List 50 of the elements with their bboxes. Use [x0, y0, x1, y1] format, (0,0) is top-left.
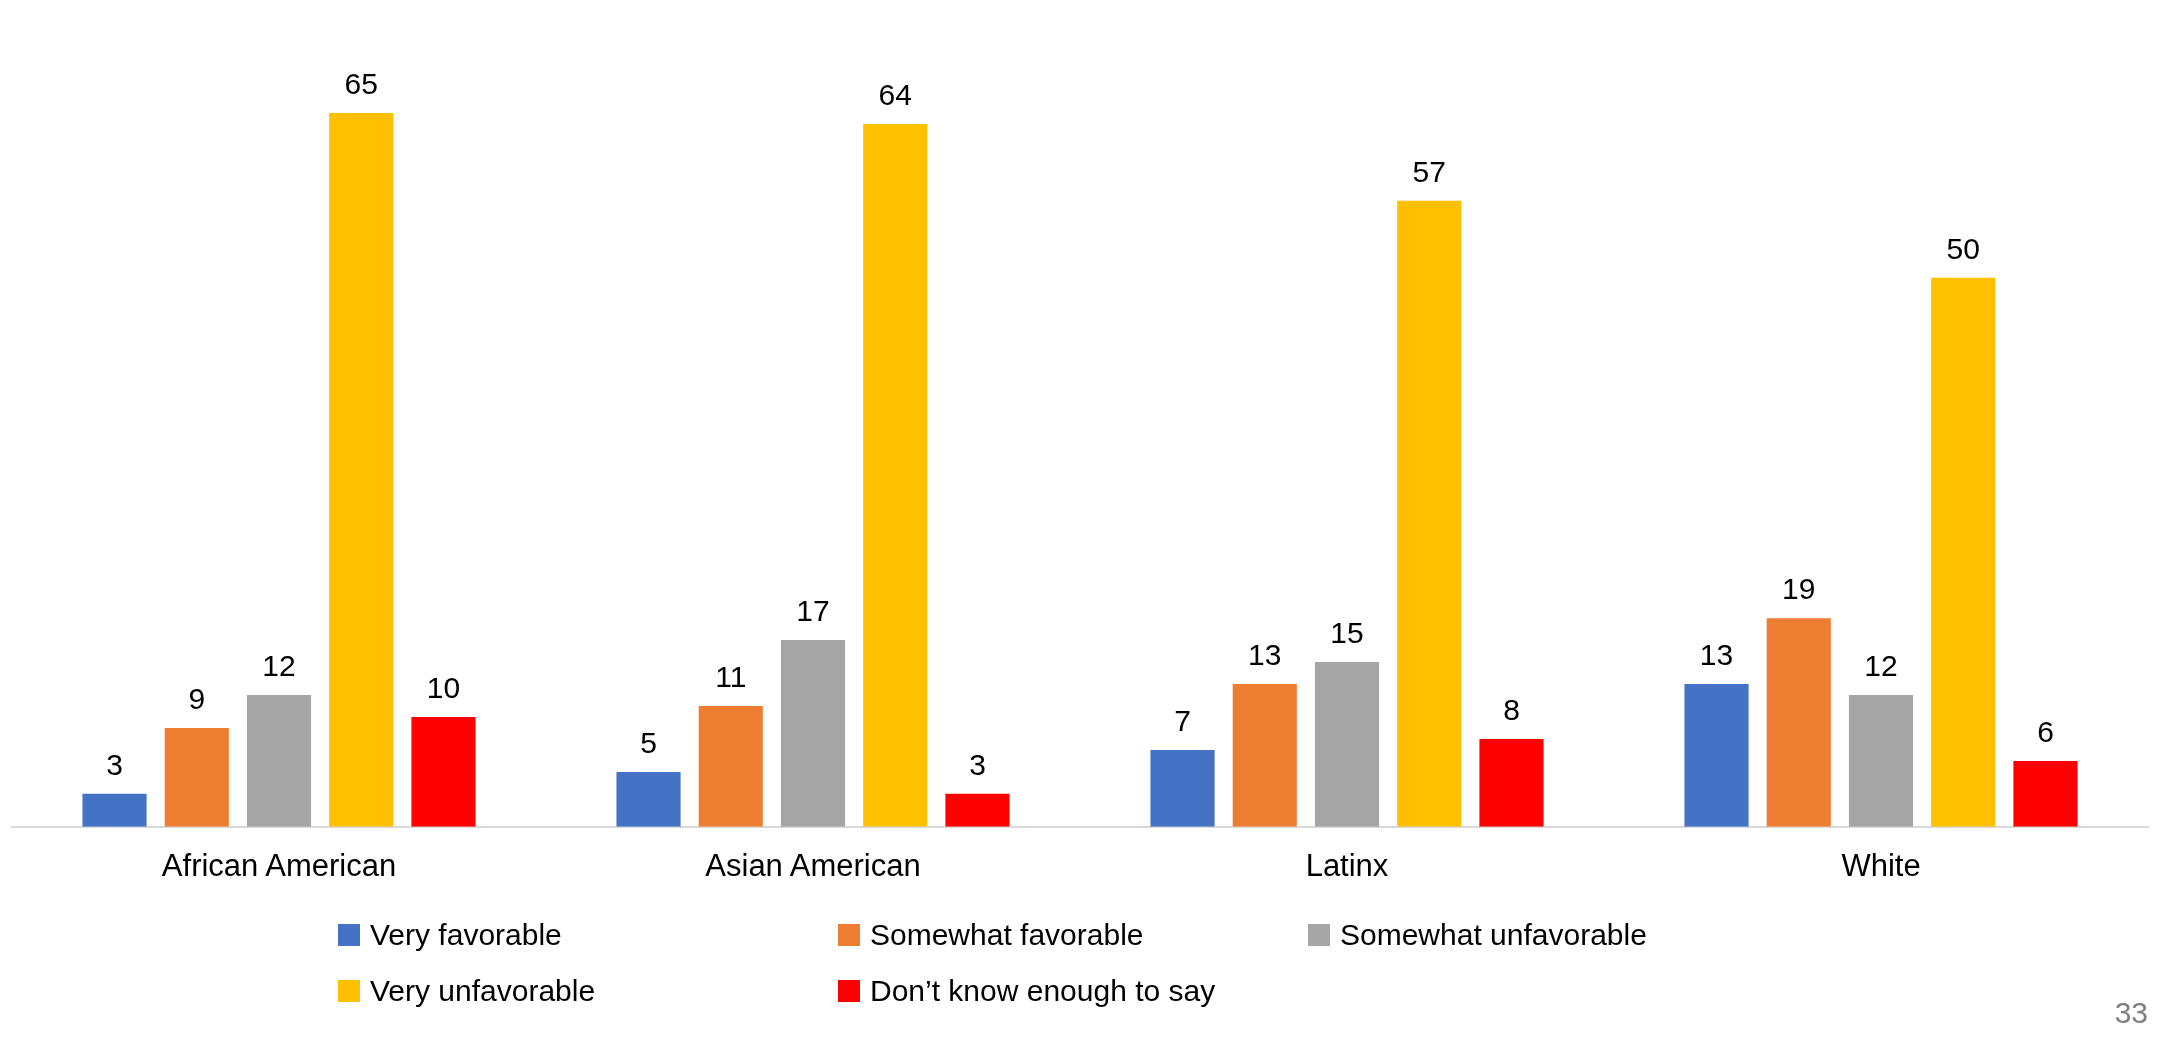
- data-label: 10: [426, 671, 461, 705]
- bar: [1684, 684, 1749, 827]
- data-label: 15: [1330, 616, 1364, 650]
- data-label: 12: [1864, 649, 1898, 683]
- bar: [82, 793, 147, 827]
- text: 33: [2114, 996, 2148, 1030]
- bar: [945, 793, 1010, 827]
- bar: [1314, 662, 1380, 827]
- bar: [411, 716, 476, 827]
- bar: [780, 640, 846, 827]
- data-label: 5: [640, 726, 657, 760]
- data-label: 50: [1946, 231, 1980, 265]
- legend-label: Somewhat unfavorable: [1340, 918, 1647, 952]
- legend-label: Very favorable: [370, 918, 562, 952]
- data-label: 8: [1503, 693, 1520, 727]
- data-label: 13: [1248, 638, 1282, 672]
- x-tick-label: Latinx: [1305, 847, 1389, 883]
- x-tick-label: Asian American: [705, 847, 921, 883]
- data-label: 65: [344, 67, 378, 101]
- bar: [698, 705, 763, 827]
- bar: [1479, 738, 1544, 827]
- data-label: 9: [188, 682, 206, 716]
- bar: [1232, 684, 1297, 827]
- bar: [329, 112, 394, 827]
- bar: [2013, 760, 2078, 827]
- data-label: 64: [878, 78, 912, 112]
- bar: [1766, 618, 1831, 827]
- data-label: 3: [969, 748, 986, 782]
- bar: [1848, 695, 1914, 827]
- data-label: 11: [715, 660, 747, 694]
- data-label: 7: [1174, 704, 1191, 738]
- bar: [164, 727, 229, 827]
- legend-label: Very unfavorable: [370, 974, 596, 1008]
- bar: [246, 695, 312, 827]
- bar: [1931, 277, 1996, 827]
- data-label: 12: [262, 649, 296, 683]
- data-label: 17: [796, 594, 830, 628]
- data-label: 19: [1782, 572, 1816, 606]
- legend-label: Somewhat favorable: [870, 918, 1144, 952]
- bar: [1397, 200, 1462, 827]
- bar: [863, 123, 928, 827]
- bar: [616, 771, 681, 827]
- legend-label: Don’t know enough to say: [870, 974, 1216, 1008]
- bar: [1150, 749, 1215, 827]
- x-tick-label: White: [1841, 847, 1921, 883]
- x-tick-label: African American: [161, 847, 397, 883]
- data-label: 6: [2037, 715, 2054, 749]
- data-label: 3: [106, 748, 123, 782]
- data-label: 57: [1412, 155, 1446, 189]
- data-label: 13: [1699, 638, 1734, 672]
